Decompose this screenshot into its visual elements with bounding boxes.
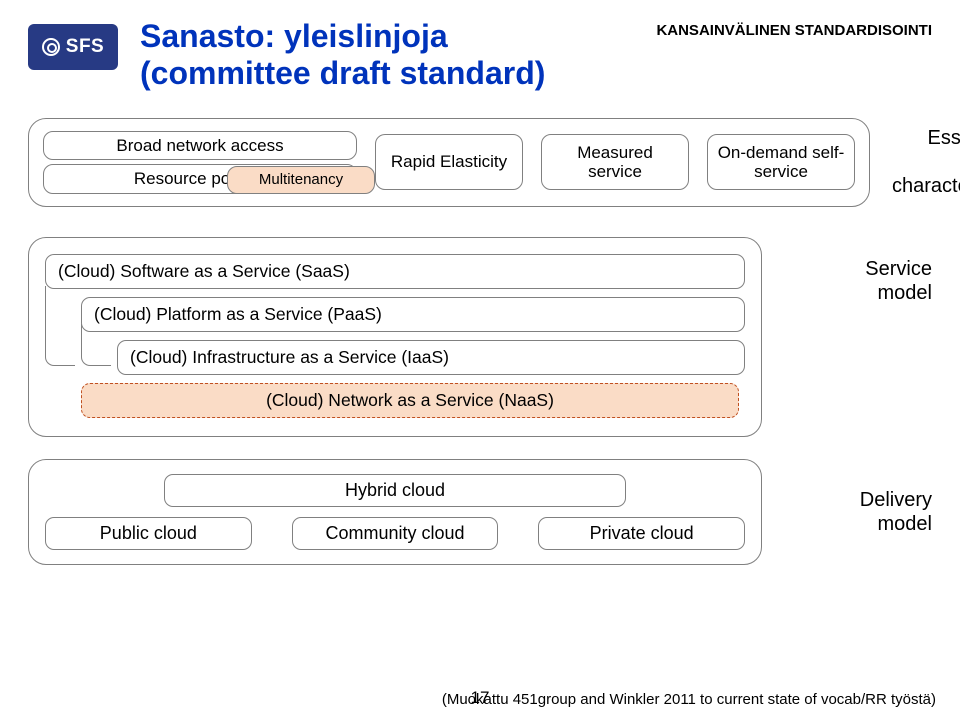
svc-side-2: model (784, 281, 932, 305)
char-side-3: characteristics (892, 174, 960, 198)
box-naas: (Cloud) Network as a Service (NaaS) (81, 383, 739, 418)
logo-icon (42, 38, 60, 56)
header-right-label: KANSAINVÄLINEN STANDARDISOINTI (656, 18, 932, 39)
box-hybrid: Hybrid cloud (164, 474, 626, 507)
delivery-side-label: Delivery model (762, 488, 932, 536)
page-title: Sanasto: yleislinjoja (committee draft s… (140, 18, 545, 92)
logo-text: SFS (66, 36, 104, 58)
box-saas: (Cloud) Software as a Service (SaaS) (45, 254, 745, 289)
title-line-1: Sanasto: yleislinjoja (140, 18, 545, 55)
service-side-label: Service model (762, 237, 932, 305)
box-iaas: (Cloud) Infrastructure as a Service (Iaa… (117, 340, 745, 375)
box-multitenancy: Multitenancy (227, 166, 375, 194)
header-row: SFS Sanasto: yleislinjoja (committee dra… (28, 18, 932, 92)
characteristics-side-label: Essential / Key characteristics (870, 126, 960, 198)
box-paas: (Cloud) Platform as a Service (PaaS) (81, 297, 745, 332)
delivery-models-panel: Hybrid cloud Public cloud Community clou… (28, 459, 762, 565)
box-private: Private cloud (538, 517, 745, 550)
title-line-2: (committee draft standard) (140, 55, 545, 92)
logo: SFS (28, 24, 118, 70)
footer-citation: (Muokattu 451group and Winkler 2011 to c… (442, 691, 936, 708)
svc-side-1: Service (784, 257, 932, 281)
characteristics-panel: Broad network access Resource pooling Ra… (28, 118, 870, 207)
del-side-1: Delivery (784, 488, 932, 512)
nest-bar-icon (81, 324, 111, 366)
del-side-2: model (784, 512, 932, 536)
box-community: Community cloud (292, 517, 499, 550)
service-models-panel: (Cloud) Software as a Service (SaaS) (Cl… (28, 237, 762, 437)
char-side-1: Essential / (892, 126, 960, 150)
nest-bar-icon (45, 286, 75, 366)
box-broad-network: Broad network access (43, 131, 357, 161)
char-side-2: Key (892, 150, 960, 174)
box-public: Public cloud (45, 517, 252, 550)
